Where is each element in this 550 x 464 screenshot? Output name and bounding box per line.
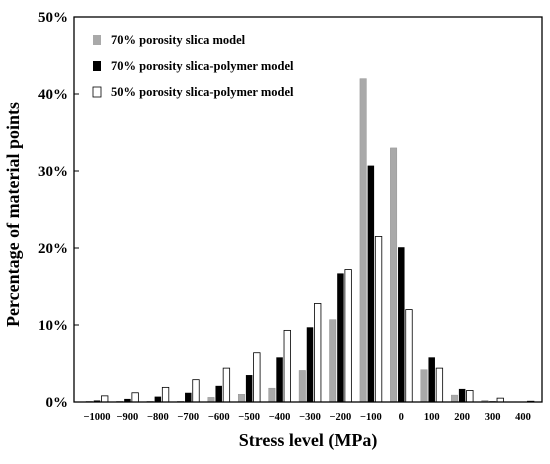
bar-white — [101, 395, 109, 403]
y-tick-label: 20% — [38, 241, 68, 257]
legend-label: 70% porosity slica model — [111, 33, 246, 47]
bar-white — [253, 352, 261, 403]
bar-gray — [359, 78, 367, 403]
bar-gray — [207, 397, 215, 403]
x-tick-label: −700 — [177, 412, 199, 423]
bar-black — [124, 398, 131, 402]
bar-white — [283, 329, 291, 403]
x-tick-label: −400 — [269, 412, 291, 423]
bar-white — [131, 392, 139, 403]
bar-white — [374, 236, 383, 403]
legend-label: 50% porosity slica-polymer model — [111, 85, 294, 99]
y-tick-label: 0% — [46, 395, 69, 411]
bar-white — [314, 303, 322, 403]
bar-gray — [298, 370, 306, 403]
bar-white — [192, 379, 200, 403]
x-tick-label: 100 — [424, 412, 440, 423]
bar-black — [154, 396, 162, 402]
bar-black — [306, 327, 314, 402]
bars-layer — [85, 78, 535, 403]
x-tick-label: 300 — [485, 412, 501, 423]
y-axis-ticks: 0% 10% 20% 30% 40% 50% — [38, 10, 79, 411]
bar-gray — [237, 394, 245, 403]
bar-white — [222, 367, 231, 403]
x-tick-label: 0 — [399, 412, 404, 423]
x-axis-ticks: −1000 −900 −800 −700 −600 −500 −400 −300 −200 −10… — [84, 412, 531, 423]
bar-gray — [420, 369, 428, 403]
legend-swatch-black — [93, 61, 101, 71]
bar-black — [367, 165, 375, 402]
bar-black — [398, 247, 405, 402]
x-tick-label: 400 — [515, 412, 531, 423]
bar-white — [161, 386, 170, 403]
x-tick-label: −800 — [147, 412, 169, 423]
bar-black — [215, 385, 222, 402]
y-axis-title: Percentage of material points — [3, 102, 23, 327]
bar-black — [93, 400, 101, 402]
bar-white — [435, 367, 444, 403]
x-tick-label: −500 — [238, 412, 260, 423]
y-tick-label: 50% — [38, 10, 68, 26]
legend: 70% porosity slica model 70% porosity sli… — [92, 33, 294, 99]
bar-gray — [450, 394, 458, 403]
bar-white — [405, 309, 413, 403]
bar-gray — [329, 319, 337, 403]
bar-black — [428, 357, 435, 402]
bar-white — [466, 390, 474, 403]
x-axis-title: Stress level (MPa) — [239, 430, 378, 451]
bar-black — [458, 388, 466, 402]
legend-swatch-gray — [93, 35, 101, 45]
bar-gray — [390, 147, 398, 403]
x-tick-label: 200 — [454, 412, 470, 423]
x-tick-label: −600 — [208, 412, 230, 423]
x-tick-label: −100 — [360, 412, 382, 423]
legend-label: 70% porosity slica-polymer model — [111, 59, 294, 73]
bar-gray — [268, 387, 276, 403]
y-tick-label: 40% — [38, 87, 68, 103]
legend-swatch-white — [92, 86, 102, 98]
bar-black — [185, 392, 192, 402]
bar-white — [344, 269, 352, 403]
y-tick-label: 10% — [38, 318, 68, 334]
x-tick-label: −900 — [117, 412, 139, 423]
x-tick-label: −300 — [299, 412, 321, 423]
y-tick-label: 30% — [38, 164, 68, 180]
bar-black — [245, 375, 253, 402]
bar-black — [337, 273, 344, 402]
x-tick-label: −1000 — [84, 412, 111, 423]
bar-black — [276, 357, 283, 402]
plot-frame — [73, 16, 543, 403]
x-tick-label: −200 — [330, 412, 352, 423]
